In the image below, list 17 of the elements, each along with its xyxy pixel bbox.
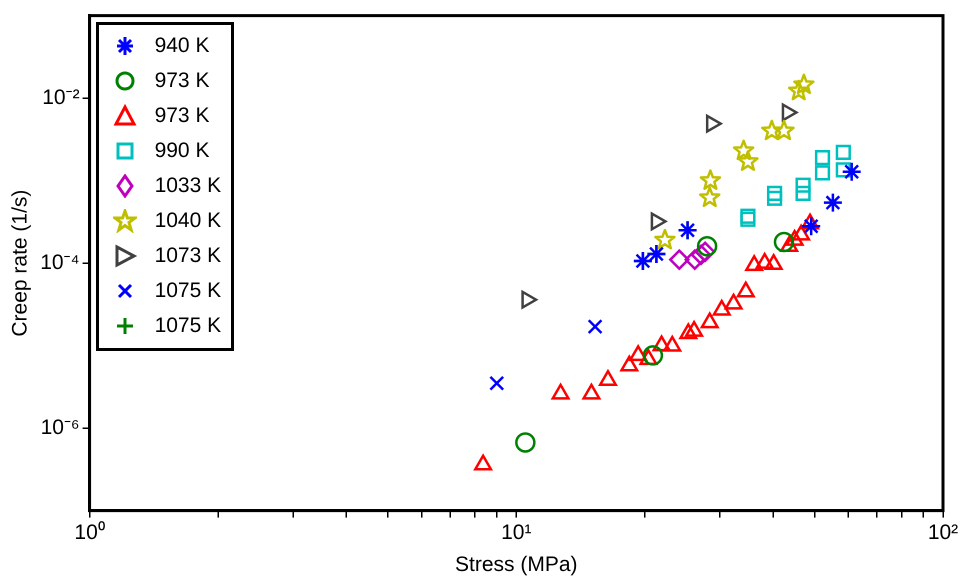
legend-label: 1033 K bbox=[154, 174, 222, 198]
x-tick-label: 10¹ bbox=[501, 520, 532, 544]
y-tick-label: 10⁻⁶ bbox=[40, 416, 80, 439]
y-tick-label: 10⁻² bbox=[42, 86, 80, 109]
x-tick-label: 10⁰ bbox=[74, 520, 105, 544]
legend-label: 973 K bbox=[154, 104, 210, 128]
legend-label: 1075 K bbox=[154, 314, 222, 338]
legend-label: 973 K bbox=[154, 69, 210, 94]
legend-label: 990 K bbox=[154, 139, 210, 164]
y-tick-label: 10⁻⁴ bbox=[40, 250, 80, 274]
legend-label: 1040 K bbox=[154, 209, 222, 234]
x-axis-title: Stress (MPa) bbox=[455, 553, 578, 576]
legend-label: 940 K bbox=[154, 34, 210, 58]
y-axis-title: Creep rate (1/s) bbox=[8, 190, 32, 337]
legend-label: 1075 K bbox=[154, 279, 222, 304]
x-tick-label: 10² bbox=[928, 520, 958, 544]
legend-label: 1073 K bbox=[154, 244, 222, 268]
